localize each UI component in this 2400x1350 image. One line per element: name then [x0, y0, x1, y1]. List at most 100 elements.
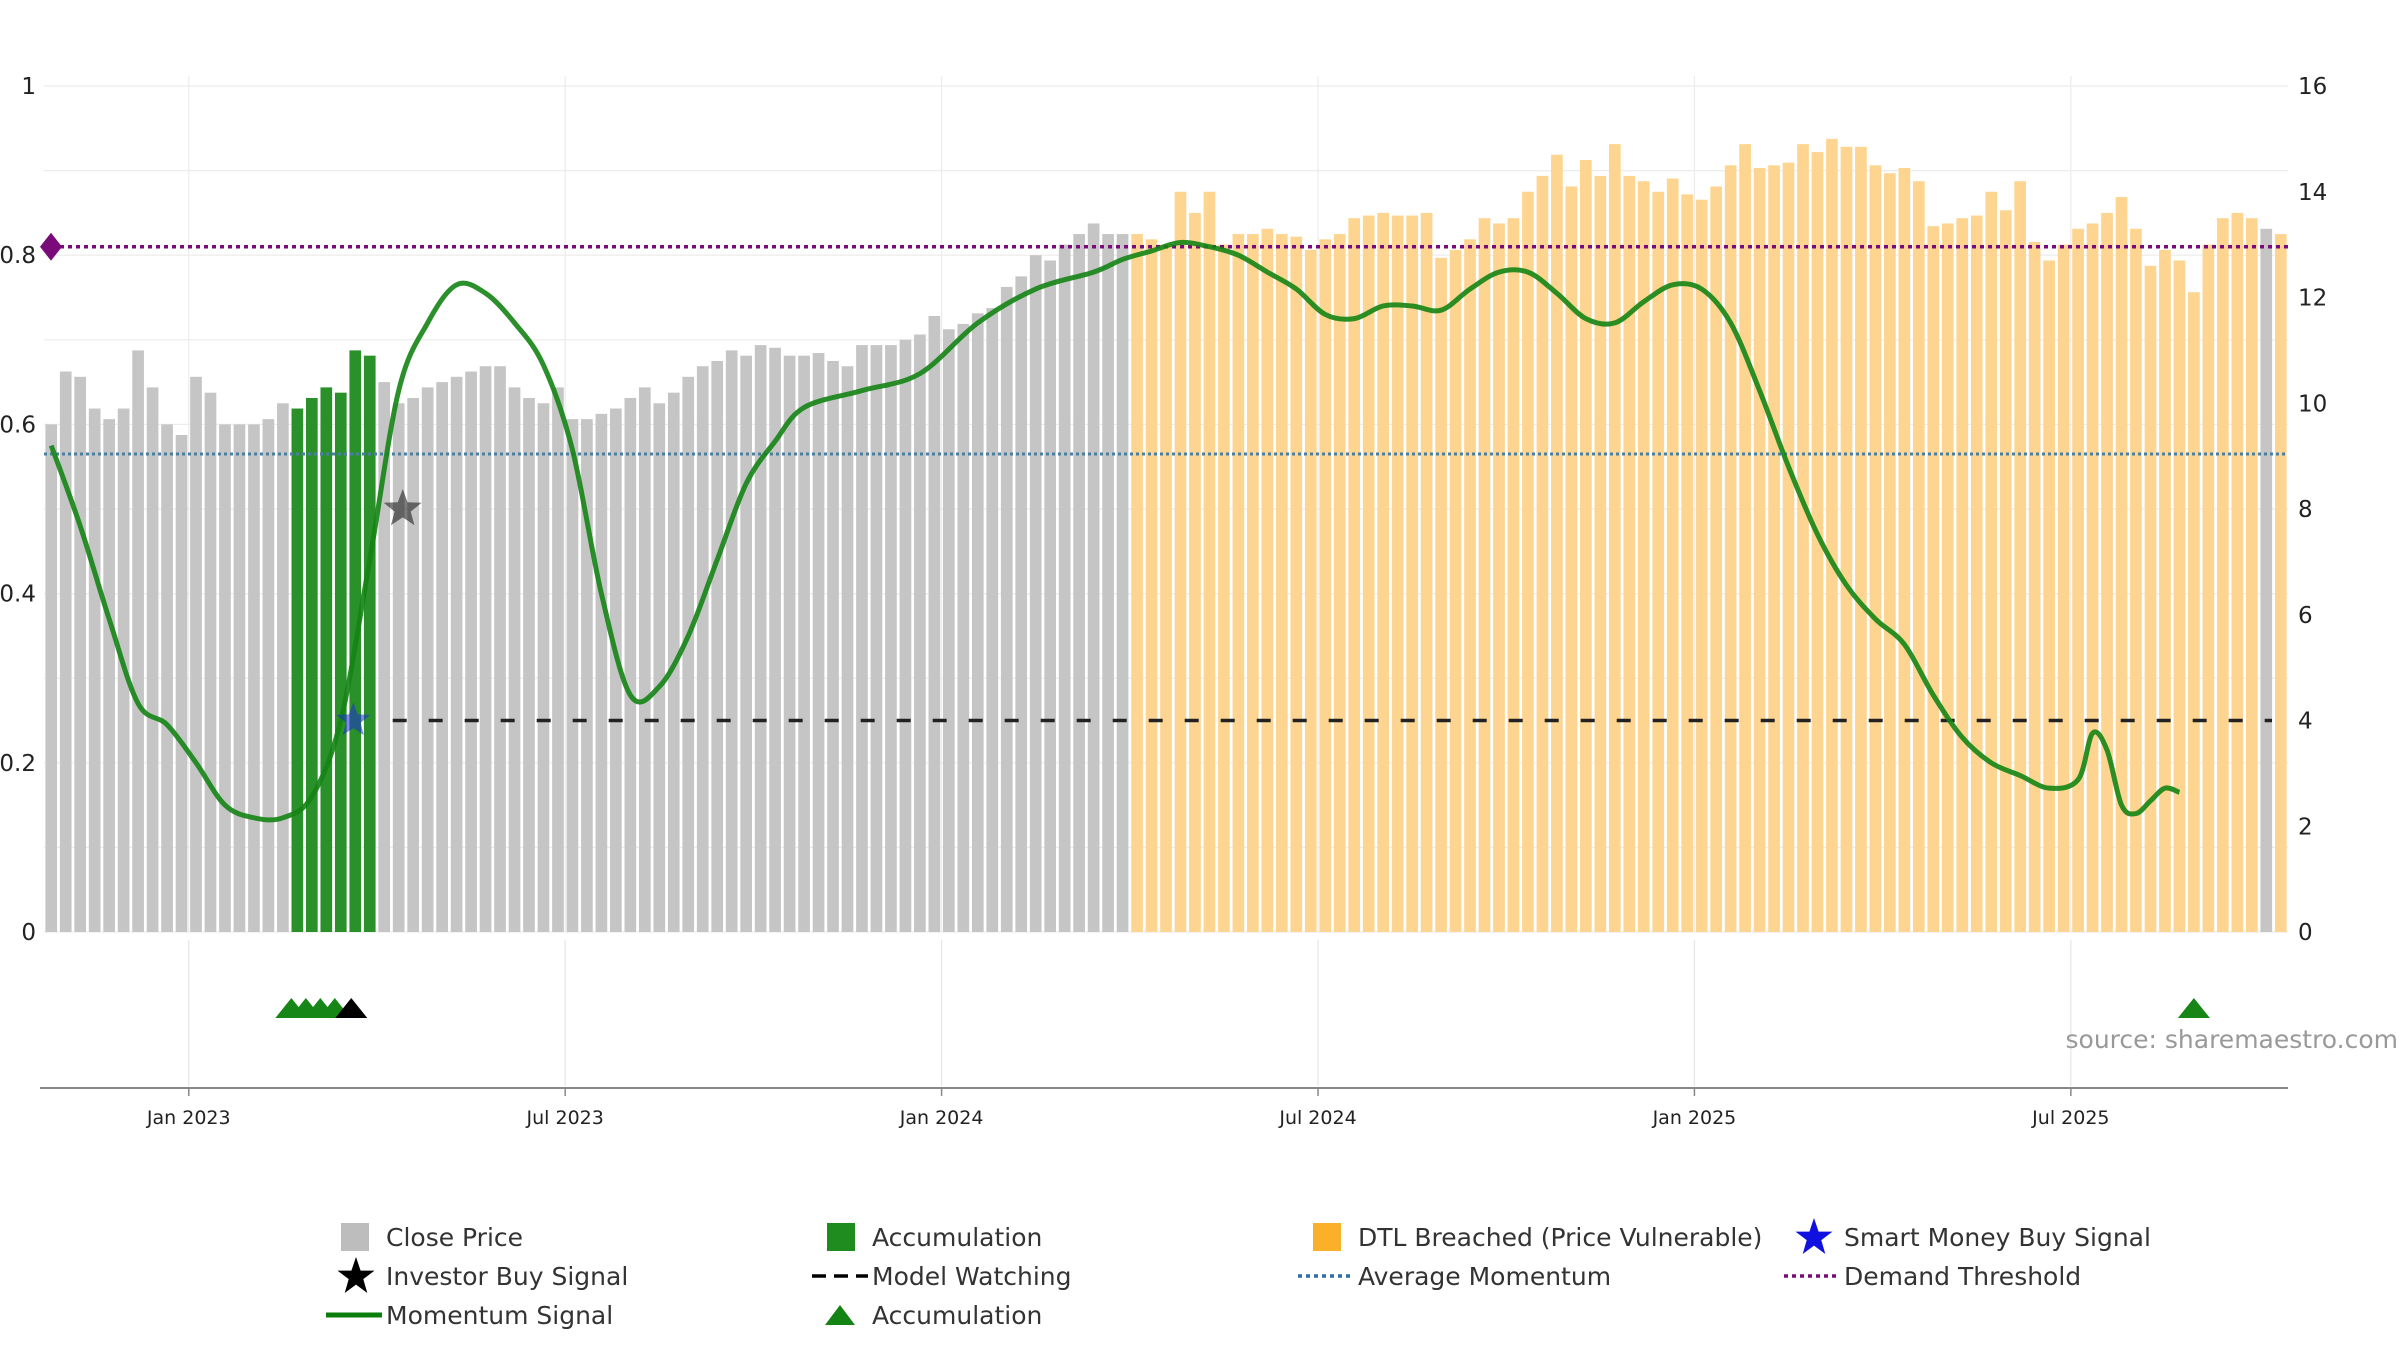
bar-week-97: [1449, 249, 1462, 933]
bar-week-81: [1218, 244, 1230, 932]
bar-week-152: [2245, 218, 2258, 932]
bar-week-102: [1522, 191, 1534, 932]
bar-week-91: [1362, 215, 1375, 932]
right-tick-label: 10: [2298, 391, 2327, 417]
bar-week-31: [494, 366, 506, 932]
bar-week-57: [870, 345, 883, 932]
left-tick-label: 0: [21, 920, 36, 946]
bar-week-11: [204, 392, 217, 932]
bar-week-144: [2130, 228, 2142, 932]
right-tick-label: 16: [2298, 74, 2327, 100]
bar-week-88: [1319, 239, 1332, 932]
bar-week-50: [769, 347, 781, 932]
right-tick-label: 12: [2298, 286, 2327, 312]
bar-week-109: [1623, 175, 1636, 932]
bar-week-72: [1087, 223, 1100, 933]
bar-week-64: [971, 313, 984, 932]
bar-week-78: [1174, 191, 1187, 932]
bar-week-95: [1420, 212, 1433, 932]
bar-week-7: [146, 387, 159, 932]
bar-week-153: [2260, 228, 2273, 932]
x-tick-label: Jul 2024: [1278, 1107, 1356, 1129]
bar-week-105: [1565, 186, 1578, 932]
bar-week-44: [682, 376, 695, 932]
bar-week-29: [465, 371, 477, 932]
bar-week-59: [899, 339, 912, 932]
left-tick-label: 0.2: [0, 751, 36, 777]
bar-week-143: [2115, 197, 2128, 933]
bar-week-118: [1753, 167, 1766, 933]
bar-week-98: [1464, 239, 1476, 932]
bar-week-37: [581, 419, 593, 932]
bar-week-41: [638, 387, 651, 932]
bar-week-36: [566, 419, 579, 932]
bar-week-69: [1044, 260, 1057, 932]
bar-week-130: [1927, 226, 1940, 932]
bar-week-32: [508, 387, 521, 932]
bar-week-100: [1493, 223, 1505, 933]
bar-week-92: [1377, 212, 1389, 932]
bar-week-45: [696, 366, 709, 932]
bar-week-56: [856, 345, 868, 932]
bar-week-112: [1666, 178, 1679, 932]
bar-week-139: [2057, 244, 2070, 932]
demand-threshold-diamond: [40, 232, 62, 261]
bar-week-140: [2072, 228, 2084, 932]
bar-week-49: [754, 345, 767, 932]
bar-week-127: [1884, 173, 1896, 932]
bar-week-141: [2086, 223, 2099, 933]
bar-week-12: [219, 424, 231, 932]
left-tick-label: 0.4: [0, 582, 36, 608]
bar-week-79: [1189, 212, 1201, 932]
bar-week-145: [2144, 265, 2157, 932]
right-tick-label: 0: [2298, 920, 2313, 946]
bar-week-149: [2202, 244, 2215, 932]
bar-week-103: [1536, 175, 1549, 932]
bar-week-150: [2217, 218, 2229, 932]
bar-week-14: [248, 424, 260, 932]
bar-week-47: [725, 350, 738, 932]
left-y-axis: 0 0.2 0.4 0.6 0.8 1: [0, 74, 36, 946]
bar-week-38: [595, 413, 608, 932]
bar-week-20: [334, 392, 347, 932]
bar-week-30: [479, 366, 492, 932]
bar-week-3: [88, 408, 101, 933]
bar-week-25: [407, 397, 420, 932]
bar-week-133: [1970, 215, 1983, 932]
bar-week-114: [1695, 199, 1708, 932]
bar-week-66: [1000, 286, 1013, 932]
bar-week-146: [2159, 249, 2171, 933]
bar-week-65: [986, 308, 999, 932]
bar-week-63: [957, 323, 970, 932]
bar-week-23: [378, 382, 391, 933]
bar-week-82: [1232, 234, 1245, 933]
bar-week-2: [74, 376, 87, 932]
bar-week-93: [1391, 215, 1404, 932]
bar-week-108: [1608, 144, 1621, 933]
right-tick-label: 6: [2298, 603, 2313, 629]
bar-week-94: [1406, 215, 1418, 932]
bar-week-128: [1898, 167, 1911, 933]
bar-week-138: [2043, 260, 2055, 932]
bar-week-75: [1131, 234, 1143, 933]
bar-week-17: [291, 408, 304, 933]
bar-week-18: [305, 397, 318, 932]
bar-week-10: [190, 376, 202, 932]
bar-week-85: [1275, 234, 1288, 933]
bar-week-101: [1507, 218, 1520, 932]
bar-week-58: [885, 345, 897, 932]
bar-week-148: [2188, 292, 2200, 932]
smart-money-buy-signal-star: [336, 702, 371, 736]
bar-week-60: [914, 334, 926, 932]
right-tick-label: 14: [2298, 180, 2327, 206]
x-tick-label: Jan 2024: [899, 1107, 984, 1129]
bar-week-22: [363, 355, 376, 933]
bar-week-76: [1145, 239, 1158, 932]
bar-week-151: [2231, 212, 2244, 932]
bar-week-13: [233, 424, 246, 932]
signal-marker-panel: [275, 998, 2210, 1018]
bar-week-71: [1073, 234, 1085, 933]
bar-week-77: [1160, 244, 1172, 932]
bar-week-24: [392, 403, 405, 932]
bar-week-104: [1551, 154, 1563, 933]
